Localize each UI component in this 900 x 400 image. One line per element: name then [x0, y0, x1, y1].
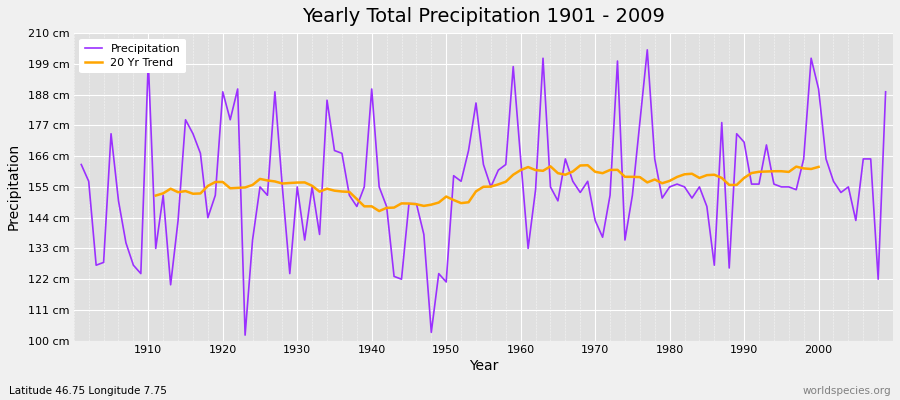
20 Yr Trend [351, 197, 362, 202]
20 Yr Trend [150, 193, 161, 198]
X-axis label: Year: Year [469, 359, 498, 373]
20 Yr Trend [627, 174, 638, 179]
Precipitation [880, 89, 891, 94]
Precipitation [351, 204, 362, 209]
20 Yr Trend [732, 182, 742, 187]
Text: Latitude 46.75 Longitude 7.75: Latitude 46.75 Longitude 7.75 [9, 386, 166, 396]
Line: Precipitation: Precipitation [81, 50, 886, 335]
Precipitation [307, 184, 318, 189]
20 Yr Trend [582, 163, 593, 168]
Y-axis label: Precipitation: Precipitation [7, 143, 21, 230]
20 Yr Trend [239, 185, 250, 190]
20 Yr Trend [798, 166, 809, 171]
Precipitation [523, 246, 534, 251]
Legend: Precipitation, 20 Yr Trend: Precipitation, 20 Yr Trend [79, 39, 185, 73]
Precipitation [516, 156, 526, 161]
Title: Yearly Total Precipitation 1901 - 2009: Yearly Total Precipitation 1901 - 2009 [302, 7, 665, 26]
20 Yr Trend [814, 164, 824, 169]
Line: 20 Yr Trend: 20 Yr Trend [156, 165, 819, 211]
Precipitation [642, 48, 652, 52]
Text: worldspecies.org: worldspecies.org [803, 386, 891, 396]
20 Yr Trend [716, 176, 727, 180]
Precipitation [612, 59, 623, 64]
Precipitation [239, 333, 250, 338]
20 Yr Trend [374, 209, 384, 214]
Precipitation [76, 162, 86, 167]
Precipitation [135, 271, 146, 276]
